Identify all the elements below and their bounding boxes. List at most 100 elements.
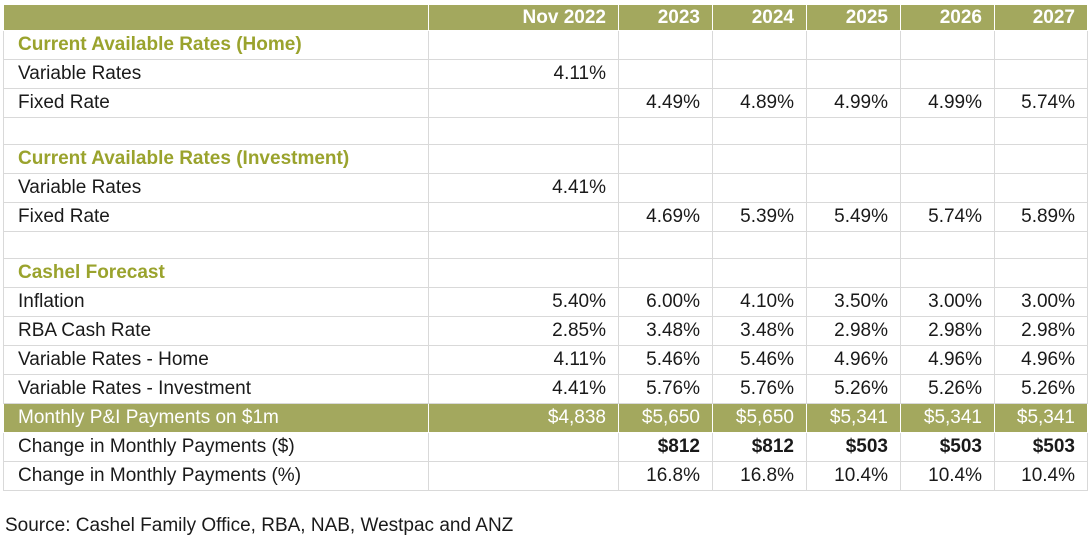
value-cell: 5.46% (712, 345, 807, 375)
value-cell: 3.48% (712, 316, 807, 346)
value-cell (428, 231, 619, 259)
value-cell (900, 30, 995, 60)
value-cell: 4.96% (806, 345, 901, 375)
value-cell (428, 461, 619, 491)
value-cell: 2.98% (806, 316, 901, 346)
value-cell: 4.11% (428, 59, 619, 89)
value-cell (994, 59, 1088, 89)
row-label (3, 231, 429, 259)
header-row: Nov 2022 2023 2024 2025 2026 2027 (3, 4, 1088, 31)
value-cell (994, 144, 1088, 174)
value-cell: 5.76% (618, 374, 713, 404)
value-cell (900, 59, 995, 89)
value-cell (806, 117, 901, 145)
value-cell: 10.4% (806, 461, 901, 491)
value-cell (806, 59, 901, 89)
row-label: Current Available Rates (Home) (3, 30, 429, 60)
value-cell (806, 30, 901, 60)
spacer-row (3, 231, 1088, 259)
value-cell: 2.85% (428, 316, 619, 346)
value-cell: 5.26% (994, 374, 1088, 404)
table-row: Variable Rates 4.41% (3, 173, 1088, 203)
value-cell (994, 30, 1088, 60)
value-cell: 5.76% (712, 374, 807, 404)
row-label: Cashel Forecast (3, 258, 429, 288)
table-row: Inflation 5.40% 6.00% 4.10% 3.50% 3.00% 3.00% (3, 287, 1088, 317)
value-cell: 16.8% (618, 461, 713, 491)
value-cell (712, 231, 807, 259)
source-note: Source: Cashel Family Office, RBA, NAB, … (5, 515, 514, 536)
value-cell (900, 173, 995, 203)
section-row: Cashel Forecast (3, 258, 1088, 288)
value-cell: 4.89% (712, 88, 807, 118)
table-row: Fixed Rate 4.69% 5.39% 5.49% 5.74% 5.89% (3, 202, 1088, 232)
table-row: Variable Rates - Home 4.11% 5.46% 5.46% 4.96… (3, 345, 1088, 375)
value-cell: 2.98% (994, 316, 1088, 346)
value-cell: $5,650 (712, 403, 807, 433)
row-label (3, 117, 429, 145)
value-cell: 5.74% (994, 88, 1088, 118)
value-cell (900, 258, 995, 288)
table-row: Fixed Rate 4.49% 4.89% 4.99% 4.99% 5.74% (3, 88, 1088, 118)
value-cell (618, 59, 713, 89)
value-cell (618, 117, 713, 145)
value-cell (618, 144, 713, 174)
value-cell (806, 231, 901, 259)
header-cell: 2027 (994, 4, 1088, 31)
value-cell: 5.49% (806, 202, 901, 232)
value-cell: $503 (994, 432, 1088, 462)
value-cell (428, 144, 619, 174)
value-cell: 3.48% (618, 316, 713, 346)
value-cell: 5.39% (712, 202, 807, 232)
row-label: Current Available Rates (Investment) (3, 144, 429, 174)
value-cell: 4.11% (428, 345, 619, 375)
value-cell: 3.00% (994, 287, 1088, 317)
value-cell (900, 144, 995, 174)
value-cell (428, 432, 619, 462)
header-cell: Nov 2022 (428, 4, 619, 31)
value-cell (712, 117, 807, 145)
table-row: Change in Monthly Payments (%) 16.8% 16.8%… (3, 461, 1088, 491)
table-row: Change in Monthly Payments ($) $812 $812 $5… (3, 432, 1088, 462)
value-cell: 5.26% (900, 374, 995, 404)
value-cell (428, 117, 619, 145)
header-cell: 2023 (618, 4, 713, 31)
value-cell (806, 144, 901, 174)
value-cell (806, 258, 901, 288)
table-body: Current Available Rates (Home) Variable R… (3, 30, 1088, 491)
value-cell: 6.00% (618, 287, 713, 317)
value-cell: 4.49% (618, 88, 713, 118)
spacer-row (3, 117, 1088, 145)
value-cell (712, 173, 807, 203)
value-cell: $503 (806, 432, 901, 462)
header-cell (3, 4, 429, 31)
value-cell (900, 117, 995, 145)
value-cell: 16.8% (712, 461, 807, 491)
row-label: Change in Monthly Payments (%) (3, 461, 429, 491)
value-cell: $5,341 (806, 403, 901, 433)
highlight-row: Monthly P&I Payments on $1m $4,838 $5,650 $… (3, 403, 1088, 433)
header-cell: 2025 (806, 4, 901, 31)
value-cell: 3.50% (806, 287, 901, 317)
table-row: Variable Rates - Investment 4.41% 5.76% 5.7… (3, 374, 1088, 404)
value-cell: $5,341 (900, 403, 995, 433)
row-label: Fixed Rate (3, 88, 429, 118)
row-label: RBA Cash Rate (3, 316, 429, 346)
row-label: Monthly P&I Payments on $1m (3, 403, 429, 433)
value-cell (712, 59, 807, 89)
row-label: Inflation (3, 287, 429, 317)
value-cell: 4.69% (618, 202, 713, 232)
value-cell (994, 117, 1088, 145)
value-cell: 4.99% (900, 88, 995, 118)
value-cell: 4.96% (900, 345, 995, 375)
value-cell: 2.98% (900, 316, 995, 346)
value-cell: $812 (618, 432, 713, 462)
value-cell: $4,838 (428, 403, 619, 433)
row-label: Variable Rates (3, 173, 429, 203)
value-cell (900, 231, 995, 259)
value-cell (994, 258, 1088, 288)
value-cell (618, 231, 713, 259)
header-cell: 2026 (900, 4, 995, 31)
value-cell: 5.40% (428, 287, 619, 317)
table-row: RBA Cash Rate 2.85% 3.48% 3.48% 2.98% 2.98% 2.… (3, 316, 1088, 346)
